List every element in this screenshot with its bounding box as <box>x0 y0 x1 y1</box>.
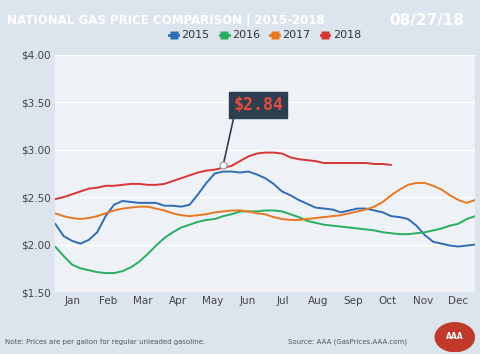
Text: $2.84: $2.84 <box>233 96 283 114</box>
Text: Note: Prices are per gallon for regular unleaded gasoline.: Note: Prices are per gallon for regular … <box>5 339 205 345</box>
Text: AAA: AAA <box>446 332 464 341</box>
Legend: 2015, 2016, 2017, 2018: 2015, 2016, 2017, 2018 <box>165 26 365 45</box>
Text: Source: AAA (GasPrices.AAA.com): Source: AAA (GasPrices.AAA.com) <box>288 339 407 345</box>
Circle shape <box>435 323 474 352</box>
Text: NATIONAL GAS PRICE COMPARISON | 2015-2018: NATIONAL GAS PRICE COMPARISON | 2015-201… <box>8 14 325 27</box>
Text: 08/27/18: 08/27/18 <box>390 13 465 28</box>
